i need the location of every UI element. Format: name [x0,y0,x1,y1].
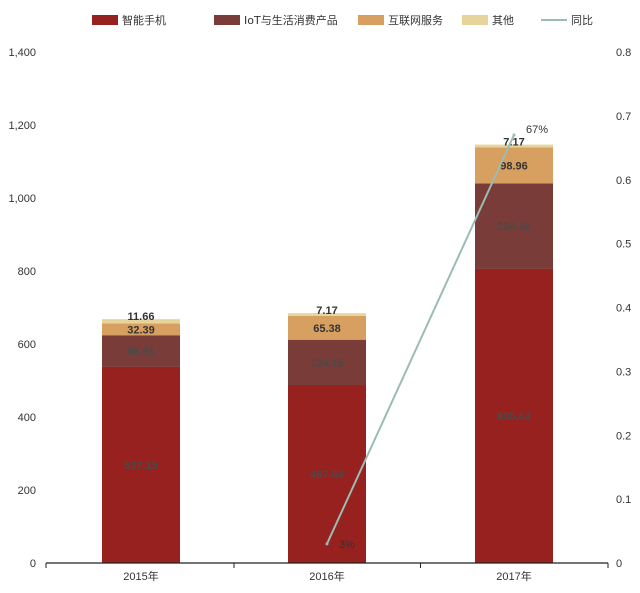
segment-data-label: 98.96 [500,160,528,172]
segment-data-label: 86.91 [127,346,155,358]
bar-segment [475,147,553,184]
bar-segment [475,144,553,148]
y-right-axis: 0 0.1 0.2 0.3 0.4 0.5 0.6 0.7 0.8 [616,47,631,570]
y-right-tick-label: 0.8 [616,47,631,59]
legend-label: 互联网服务 [388,14,443,27]
legend-swatch [214,15,240,25]
segment-data-label: 65.38 [313,323,341,335]
segment-data-label: 124.15 [310,357,344,369]
legend-label: 同比 [571,14,593,27]
y-left-tick-label: 1,200 [8,120,36,132]
yoy-point-label: 3% [339,539,355,551]
yoy-point-label: 67% [526,124,548,136]
yoy-point [512,133,516,137]
yoy-point [325,542,329,546]
bar-segment [288,385,366,563]
y-right-tick-label: 0.4 [616,303,631,315]
x-tick-label: 2016年 [309,569,344,583]
bar-segment [475,183,553,269]
yoy-line-layer: 3% 67% [325,124,548,551]
segment-data-label: 32.39 [127,324,155,336]
y-left-tick-label: 200 [18,485,36,497]
bar-segment [288,313,366,316]
bars [102,144,553,563]
bar-segment [288,339,366,386]
segment-data-label: 487.64 [310,469,345,481]
segment-data-label: 11.66 [128,311,155,323]
bar-segment [475,268,553,563]
y-right-tick-label: 0.2 [616,430,631,442]
y-right-tick-label: 0.7 [616,111,631,123]
x-tick-label: 2015年 [123,569,158,583]
y-left-tick-label: 1,400 [8,47,36,59]
y-right-tick-label: 0.3 [616,366,631,378]
y-right-tick-label: 0.5 [616,239,631,251]
legend: 智能手机 IoT与生活消费产品 互联网服务 其他 同比 [92,13,593,27]
yoy-line [326,134,515,545]
bar-segment [102,319,180,324]
segment-data-label: 7.17 [316,305,337,317]
y-left-tick-label: 1,000 [8,193,36,205]
y-right-tick-label: 0.6 [616,175,631,187]
legend-label: 其他 [492,14,514,27]
segment-data-label: 537.15 [124,460,158,472]
legend-swatch [358,15,384,25]
segment-data-label: 7.17 [503,137,524,149]
y-left-tick-label: 400 [18,412,36,424]
y-left-axis: 0 200 400 600 800 1,000 1,200 1,400 [8,47,36,570]
x-axis: 2015年 2016年 2017年 [45,562,609,583]
x-tick-label: 2017年 [496,569,531,583]
segment-data-label: 805.64 [497,411,532,423]
bar-segment [102,323,180,336]
legend-swatch [92,15,118,25]
legend-label: 智能手机 [122,13,166,27]
legend-swatch [462,15,488,25]
y-right-tick-label: 0.1 [616,494,631,506]
bar-segment [288,315,366,340]
y-left-tick-label: 800 [18,266,36,278]
bar-segment [102,335,180,367]
y-left-tick-label: 0 [30,558,36,570]
bar-segment [102,366,180,563]
y-right-tick-label: 0 [616,558,622,570]
y-left-tick-label: 600 [18,339,36,351]
legend-label: IoT与生活消费产品 [244,13,338,27]
segment-data-label: 234.48 [497,221,531,233]
